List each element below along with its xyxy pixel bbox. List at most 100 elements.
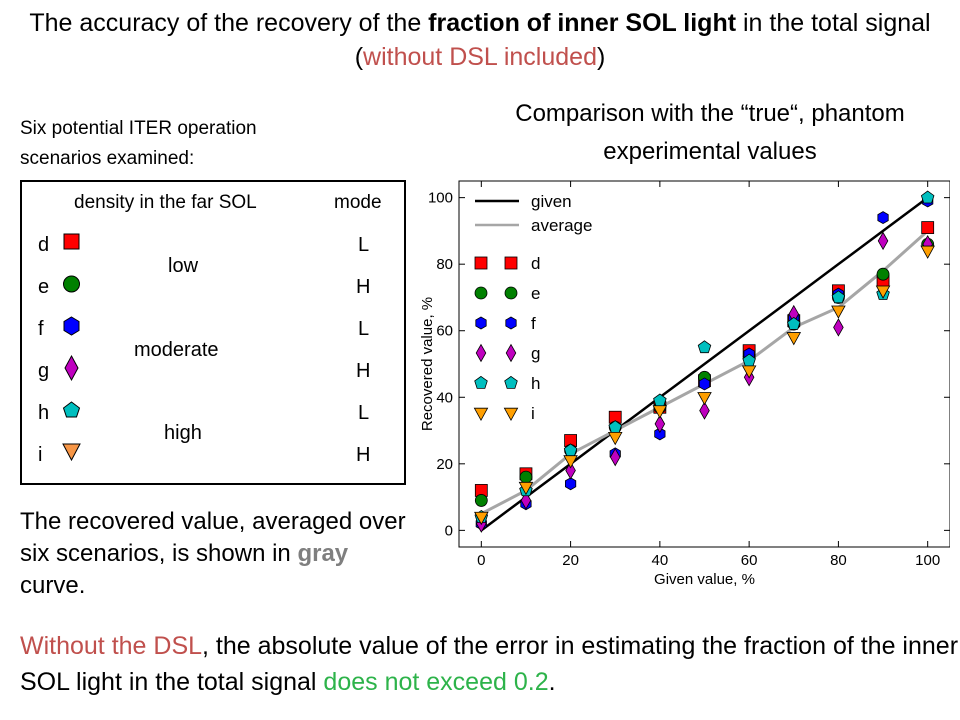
point-g <box>520 491 532 510</box>
legend-marker-e <box>474 286 488 300</box>
legend-marker-d <box>504 256 518 270</box>
mode-g: H <box>356 360 371 382</box>
y-tick-label: 80 <box>436 256 453 273</box>
point-i <box>786 332 802 346</box>
title-text-3: ) <box>596 43 606 71</box>
plot-frame <box>458 180 950 548</box>
point-i <box>875 285 891 299</box>
square-marker-icon <box>63 233 80 250</box>
point-i <box>607 431 623 446</box>
pentagon-marker-icon <box>62 401 81 418</box>
x-tick-label: 60 <box>741 552 758 569</box>
line-given <box>480 196 929 532</box>
point-g <box>877 231 889 251</box>
point-g <box>833 318 844 337</box>
title-text-2: in the total signal ( <box>354 9 931 71</box>
point-i <box>518 481 534 496</box>
scenario-marker-column <box>62 233 81 462</box>
density-group-low: low <box>168 255 199 277</box>
point-h <box>920 190 935 204</box>
x-tick-label: 0 <box>477 552 485 569</box>
recovered-gray-word: gray <box>297 540 349 567</box>
mode-column-header: mode <box>334 192 382 213</box>
legend-marker-g <box>475 343 487 363</box>
point-h <box>787 316 801 330</box>
conclusion-text-1: , the absolute value of the error in est… <box>20 632 959 696</box>
hexagon-marker-icon <box>63 316 80 336</box>
density-column-header: density in the far SOL <box>74 192 257 213</box>
x-tick-label: 40 <box>652 552 669 569</box>
y-tick-label: 20 <box>436 456 453 473</box>
scenario-id-e: e <box>38 276 50 298</box>
point-h <box>697 340 712 354</box>
title-red-text: without DSL included <box>363 43 597 71</box>
legend-label-i: i <box>531 404 535 423</box>
scenario-id-i: i <box>38 444 43 466</box>
point-f <box>877 211 889 225</box>
recovered-caption: The recovered value, averaged over six s… <box>20 506 420 602</box>
point-h <box>831 290 846 304</box>
scenario-id-g: g <box>38 360 50 382</box>
legend-marker-i <box>473 407 489 422</box>
point-i <box>920 245 935 259</box>
x-axis-label: Given value, % <box>654 571 755 588</box>
legend-label-average: average <box>531 216 592 235</box>
scenario-legend-table: density in the far SOL mode d e f g h i … <box>20 180 406 485</box>
legend-marker-h <box>504 375 518 389</box>
density-group-moderate: moderate <box>134 339 219 361</box>
point-f <box>698 377 711 391</box>
mode-f: L <box>358 318 370 340</box>
y-axis-label: Recovered value, % <box>420 297 436 431</box>
scenario-id-h: h <box>38 402 50 424</box>
diamond-marker-icon <box>64 354 79 382</box>
point-i <box>563 455 578 469</box>
point-i <box>474 511 489 526</box>
legend-marker-e <box>504 286 518 300</box>
scenario-id-f: f <box>38 318 44 340</box>
legend-label-g: g <box>531 344 540 363</box>
legend-marker-g <box>505 343 517 363</box>
x-tick-label: 20 <box>562 552 579 569</box>
legend-marker-d <box>474 256 488 270</box>
conclusion-text: Without the DSL, the absolute value of t… <box>20 628 960 700</box>
legend-label-d: d <box>531 254 540 273</box>
point-g <box>609 447 621 467</box>
legend-marker-i <box>503 407 519 422</box>
y-tick-label: 60 <box>436 323 453 340</box>
point-e <box>876 267 890 281</box>
point-e <box>519 470 533 484</box>
y-tick-label: 40 <box>436 389 453 406</box>
legend-label-f: f <box>531 314 536 333</box>
scenario-id-d: d <box>38 234 50 256</box>
conclusion-text-2: . <box>548 668 556 696</box>
point-e <box>474 494 488 507</box>
title-bold-text: fraction of inner SOL light <box>428 9 737 37</box>
y-tick-label: 0 <box>445 522 453 539</box>
point-f <box>564 477 577 491</box>
comparison-caption: Comparison with the “true“, phantom expe… <box>515 100 905 165</box>
mode-d: L <box>358 234 370 256</box>
legend-marker-f <box>475 316 487 330</box>
recovery-scatter-chart: 0 20 40 60 80 100 0 20 40 60 80 100 Given value, % Re… <box>420 180 950 588</box>
point-i <box>831 305 846 319</box>
mode-i: H <box>356 444 371 466</box>
point-d <box>921 221 935 234</box>
x-tick-label: 80 <box>830 552 847 569</box>
legend-label-e: e <box>531 284 540 303</box>
recovered-text-2: curve. <box>20 572 86 599</box>
circle-marker-icon <box>63 275 80 293</box>
scenarios-intro: Six potential ITER operation scenarios e… <box>20 118 257 169</box>
title-text-1: The accuracy of the recovery of the <box>29 9 429 37</box>
legend-marker-f <box>505 316 517 330</box>
point-h <box>653 393 667 407</box>
mode-h: L <box>358 402 370 424</box>
legend-label-h: h <box>531 374 540 393</box>
slide-title: The accuracy of the recovery of the frac… <box>0 6 960 74</box>
point-i <box>652 405 668 419</box>
y-tick-label: 100 <box>428 190 453 207</box>
legend-label-given: given <box>531 192 572 211</box>
legend-marker-h <box>474 375 488 389</box>
triangle-marker-icon <box>62 443 81 462</box>
point-f <box>654 427 666 441</box>
point-g <box>565 461 576 480</box>
